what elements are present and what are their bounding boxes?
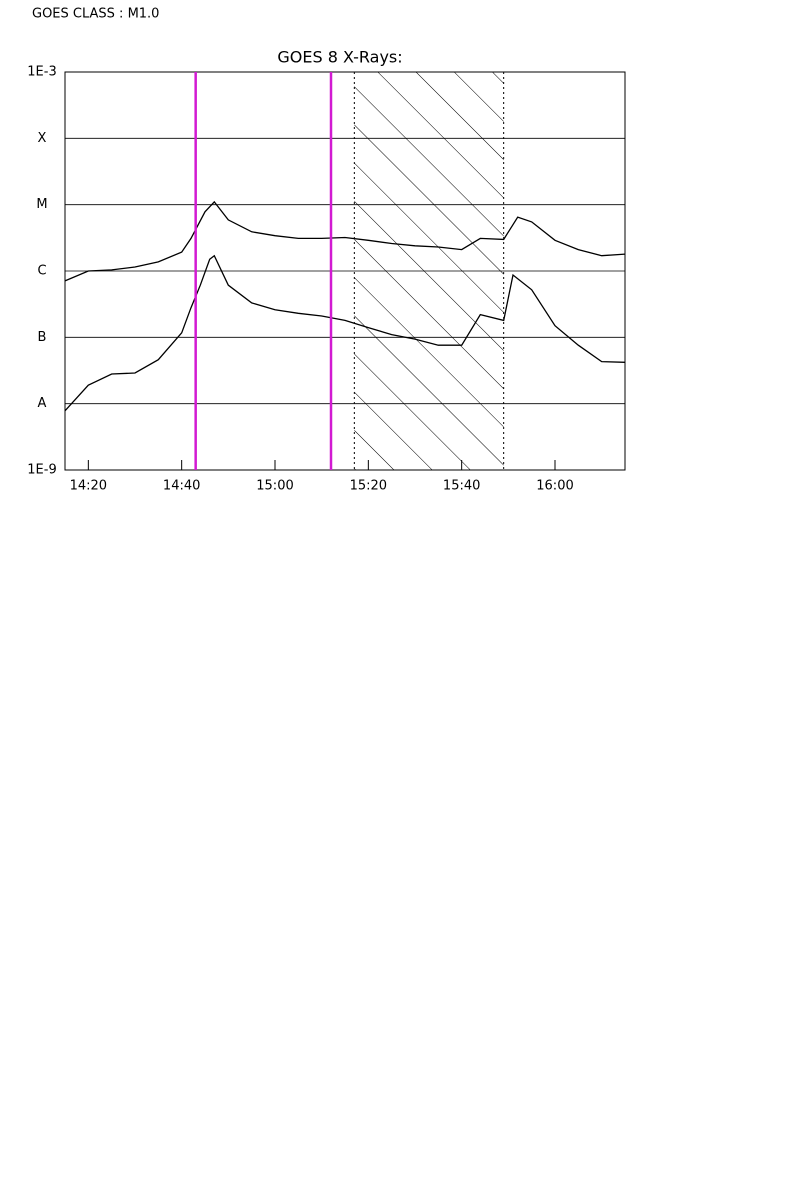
y-tick-label: C (37, 264, 46, 279)
goes-class: GOES CLASS : M1.0 (32, 7, 159, 22)
x-tick-label: 14:20 (70, 479, 107, 494)
chart-title: GOES 8 X-Rays: (277, 48, 402, 67)
x-tick-label: 14:40 (163, 479, 200, 494)
flux-line (64, 254, 626, 412)
y-tick-label: A (38, 396, 47, 411)
x-tick-label: 15:20 (350, 479, 387, 494)
y-tick-label: B (38, 330, 47, 345)
x-tick-label: 16:00 (536, 479, 573, 494)
x-tick-label: 15:00 (256, 479, 293, 494)
x-tick-label: 15:40 (443, 479, 480, 494)
plot-frame (64, 71, 626, 471)
y-tick-label: M (36, 197, 47, 212)
y-tick-label: 1E-9 (27, 463, 56, 478)
y-tick-label: X (38, 131, 47, 146)
y-tick-label: 1E-3 (27, 65, 56, 80)
flux-line (64, 200, 626, 282)
